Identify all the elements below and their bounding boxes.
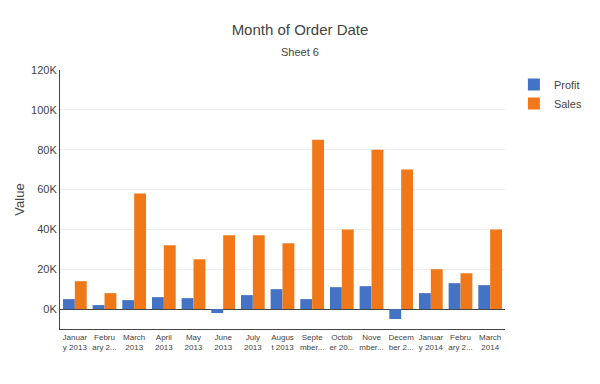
svg-text:Profit: Profit	[554, 79, 580, 91]
svg-text:May2013: May2013	[185, 333, 203, 352]
svg-text:Sheet 6: Sheet 6	[281, 46, 319, 58]
svg-text:80K: 80K	[37, 144, 57, 156]
svg-text:April2013: April2013	[155, 333, 173, 352]
svg-text:Value: Value	[12, 183, 27, 215]
svg-text:September...: September...	[300, 333, 324, 352]
svg-text:40K: 40K	[37, 223, 57, 235]
svg-text:Sales: Sales	[554, 98, 582, 110]
svg-text:December 2...: December 2...	[388, 333, 414, 352]
svg-text:100K: 100K	[31, 104, 57, 116]
svg-text:October 20...: October 20...	[329, 333, 354, 352]
svg-text:Month of Order Date: Month of Order Date	[232, 21, 369, 38]
svg-text:March2013: March2013	[123, 333, 145, 352]
svg-text:February 2...: February 2...	[448, 333, 472, 352]
svg-text:120K: 120K	[31, 64, 57, 76]
svg-text:June2013: June2013	[214, 333, 232, 352]
svg-text:November...: November...	[359, 333, 383, 352]
svg-text:0K: 0K	[43, 303, 57, 315]
svg-text:July2013: July2013	[244, 333, 262, 352]
svg-text:March2014: March2014	[479, 333, 501, 352]
svg-text:60K: 60K	[37, 183, 57, 195]
svg-text:January 2014: January 2014	[419, 333, 444, 352]
svg-text:20K: 20K	[37, 263, 57, 275]
svg-text:August 2013: August 2013	[271, 333, 294, 352]
svg-text:February 2...: February 2...	[92, 333, 116, 352]
svg-text:January 2013: January 2013	[63, 333, 88, 352]
